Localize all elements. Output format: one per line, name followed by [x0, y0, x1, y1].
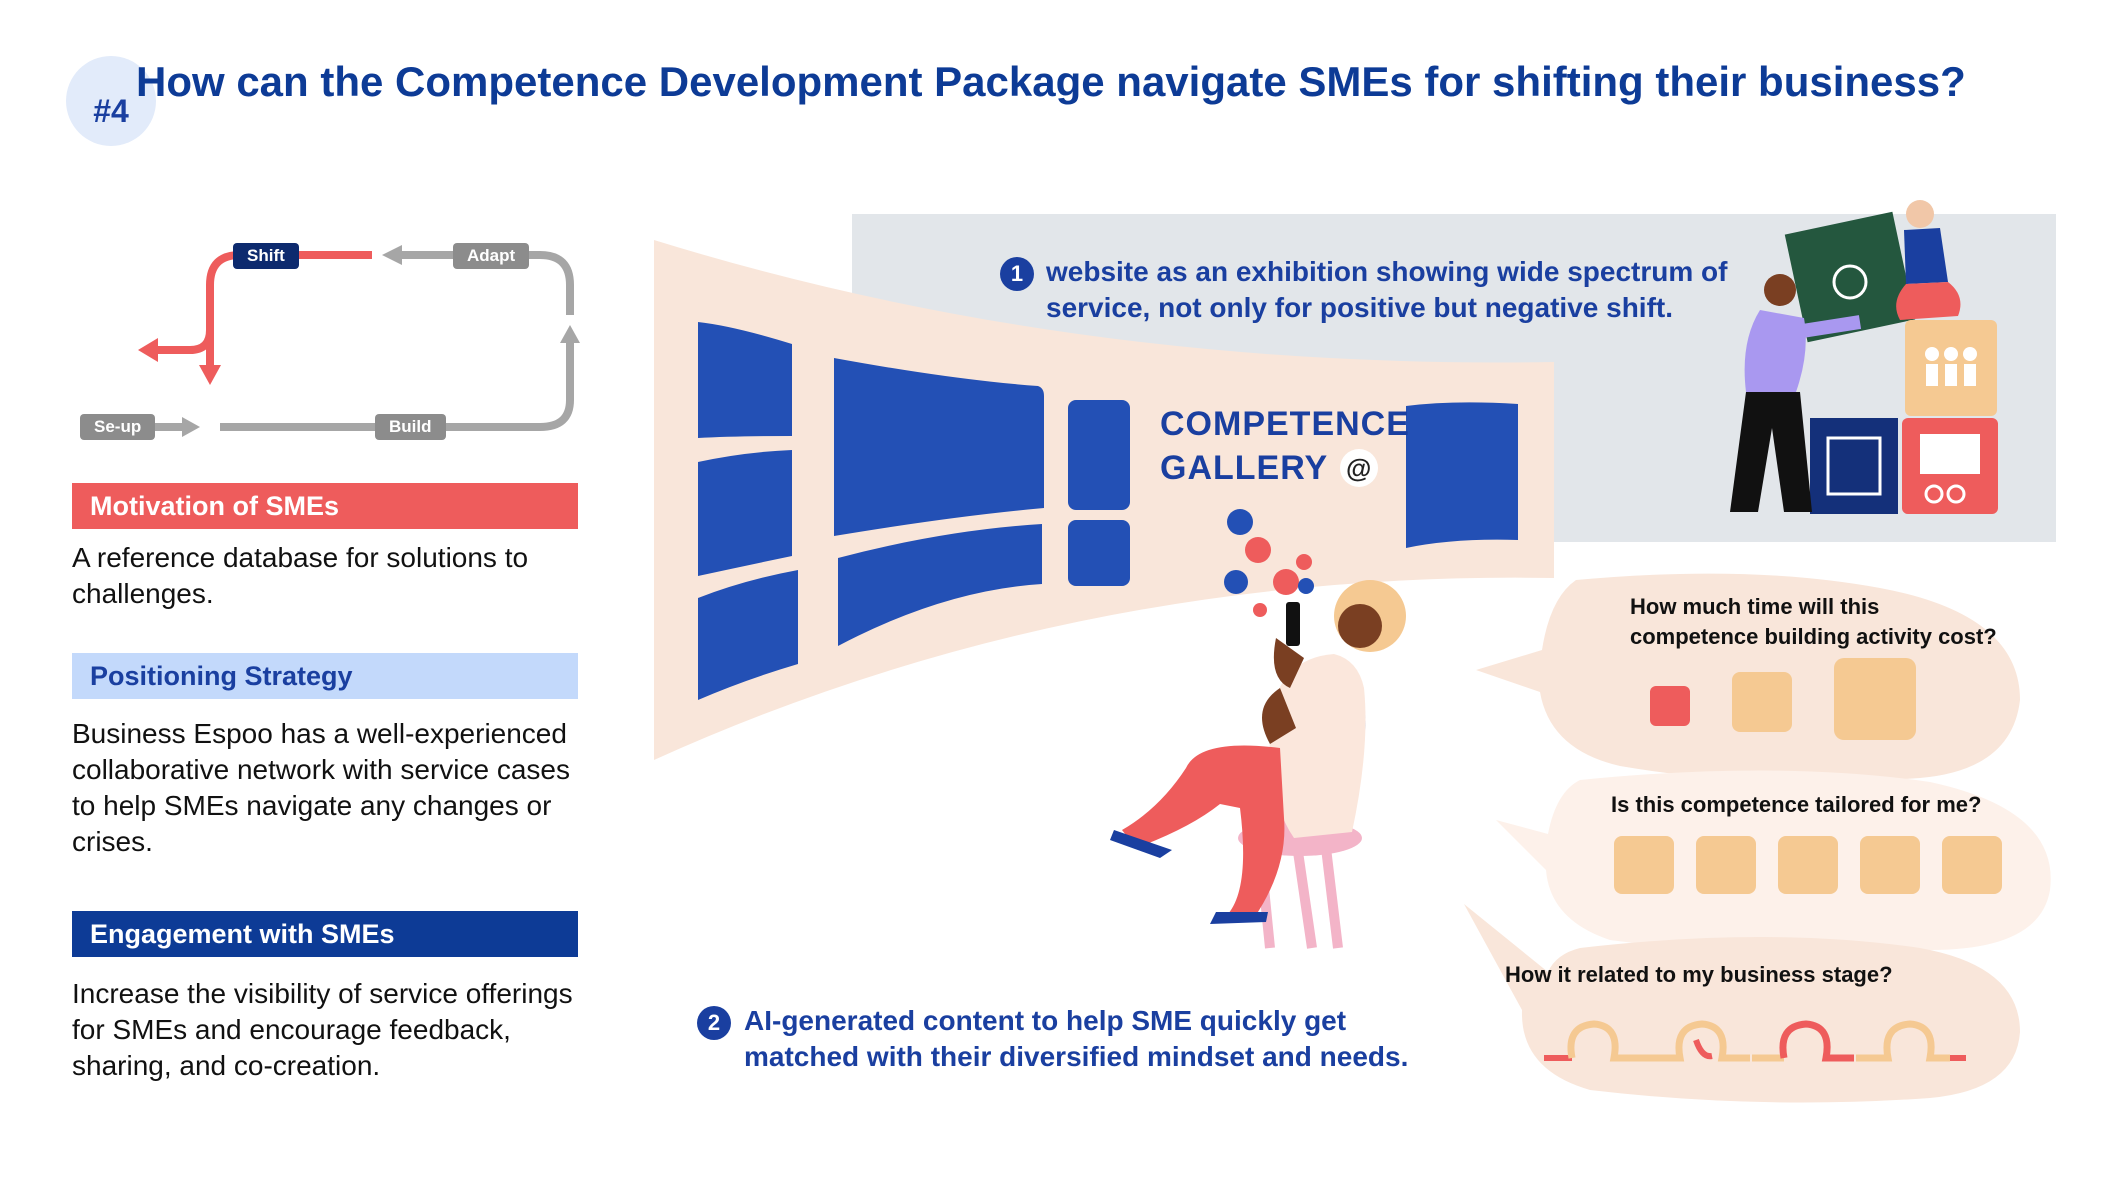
gallery-title-line2: GALLERY	[1160, 449, 1329, 487]
note-2-line2: matched with their diversified mindset a…	[744, 1041, 1409, 1072]
note-number-1: 1	[1000, 257, 1034, 291]
section-heading-engagement: Engagement with SMEs	[72, 911, 578, 957]
bubble-1-line2: competence building activity cost?	[1630, 624, 1997, 649]
people-puzzle-illustration	[1730, 200, 1998, 514]
speech-bubbles	[1464, 573, 2051, 1103]
setup-label: Se-up	[80, 414, 156, 440]
adapt-label: Adapt	[453, 243, 530, 269]
shift-path	[206, 251, 372, 365]
section-heading-positioning: Positioning Strategy	[72, 653, 578, 699]
section-text-positioning: Business Espoo has a well-experienced co…	[72, 718, 570, 857]
woman-with-phone-illustration	[1110, 580, 1406, 949]
build-label: Build	[375, 414, 446, 440]
gallery-title-line1: COMPETENCE	[1160, 405, 1410, 443]
shift-label: Shift	[233, 243, 299, 269]
note-number-2: 2	[697, 1006, 731, 1040]
bubble-question-stage: How it related to my business stage?	[1505, 962, 1893, 987]
gallery-illustration	[654, 240, 1554, 760]
note-1-line1: website as an exhibition showing wide sp…	[1046, 256, 1728, 287]
section-number-badge: #4	[66, 56, 156, 146]
section-text-engagement: Increase the visibility of service offer…	[72, 978, 573, 1081]
section-heading-motivation: Motivation of SMEs	[72, 483, 578, 529]
note-1-line2: service, not only for positive but negat…	[1046, 292, 1674, 323]
spiral-logo-icon: @	[1340, 449, 1379, 487]
adapt-path	[460, 251, 574, 315]
gallery-title: COMPETENCE GALLERY @	[1160, 402, 1410, 490]
note-2-text: AI-generated content to help SME quickly…	[744, 1003, 1408, 1075]
bubble-question-tailored: Is this competence tailored for me?	[1611, 792, 1982, 817]
bubble-1-line1: How much time will this	[1630, 594, 1880, 619]
section-text-motivation: A reference database for solutions to ch…	[72, 542, 529, 609]
page-title: How can the Competence Development Packa…	[136, 58, 1966, 105]
bubble-question-cost: How much time will this competence build…	[1630, 592, 1997, 652]
build-path	[220, 337, 574, 431]
note-1-text: website as an exhibition showing wide sp…	[1046, 254, 1727, 326]
note-2-line1: AI-generated content to help SME quickly…	[744, 1005, 1347, 1036]
